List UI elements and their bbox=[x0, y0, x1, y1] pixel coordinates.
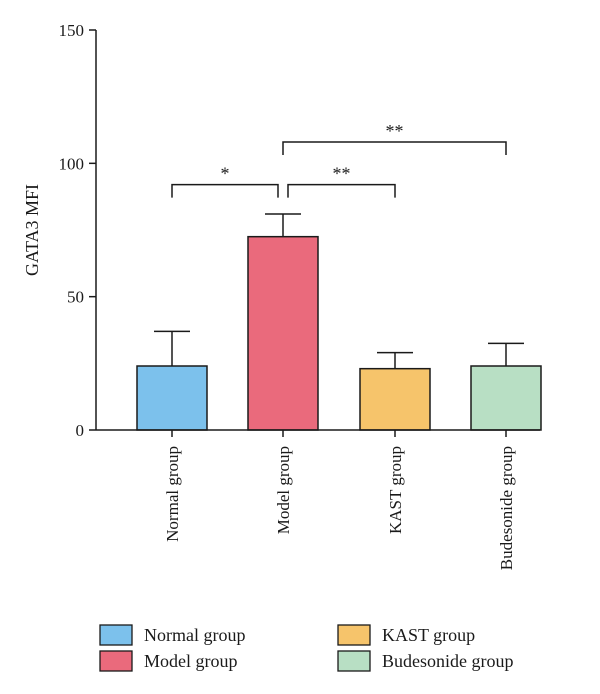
significance-bracket bbox=[171, 183, 279, 198]
bar bbox=[470, 365, 542, 431]
y-axis-title: GATA3 MFI bbox=[22, 184, 42, 276]
x-tick-label: Budesonide group bbox=[497, 446, 516, 570]
x-axis: Normal group Model group KAST group Budeson… bbox=[96, 429, 540, 570]
y-axis: 0 50 100 150 bbox=[59, 21, 97, 440]
significance-brackets: * **** bbox=[171, 121, 507, 198]
y-tick-label: 0 bbox=[76, 421, 85, 440]
y-tick-label: 100 bbox=[59, 154, 85, 173]
legend-swatch bbox=[99, 650, 133, 672]
legend-swatch bbox=[99, 624, 133, 646]
bars bbox=[136, 213, 542, 431]
x-tick-label: KAST group bbox=[386, 446, 405, 534]
x-tick-label: Model group bbox=[274, 446, 293, 534]
significance-label: ** bbox=[386, 121, 404, 141]
significance-label: * bbox=[221, 164, 230, 184]
significance-bracket bbox=[282, 141, 507, 155]
legend-label: Model group bbox=[144, 651, 238, 671]
legend-swatch bbox=[337, 624, 371, 646]
bar bbox=[136, 365, 208, 431]
legend: Normal group Model group KAST group Budeson… bbox=[99, 624, 513, 672]
significance-label: ** bbox=[333, 164, 351, 184]
y-tick-label: 150 bbox=[59, 21, 85, 40]
bar bbox=[359, 367, 431, 431]
significance-bracket bbox=[287, 183, 396, 198]
legend-swatch bbox=[337, 650, 371, 672]
bar bbox=[247, 235, 319, 431]
x-tick-label: Normal group bbox=[163, 446, 182, 542]
y-tick-label: 50 bbox=[67, 288, 84, 307]
legend-label: Budesonide group bbox=[382, 651, 513, 671]
legend-label: Normal group bbox=[144, 625, 245, 645]
legend-label: KAST group bbox=[382, 625, 475, 645]
